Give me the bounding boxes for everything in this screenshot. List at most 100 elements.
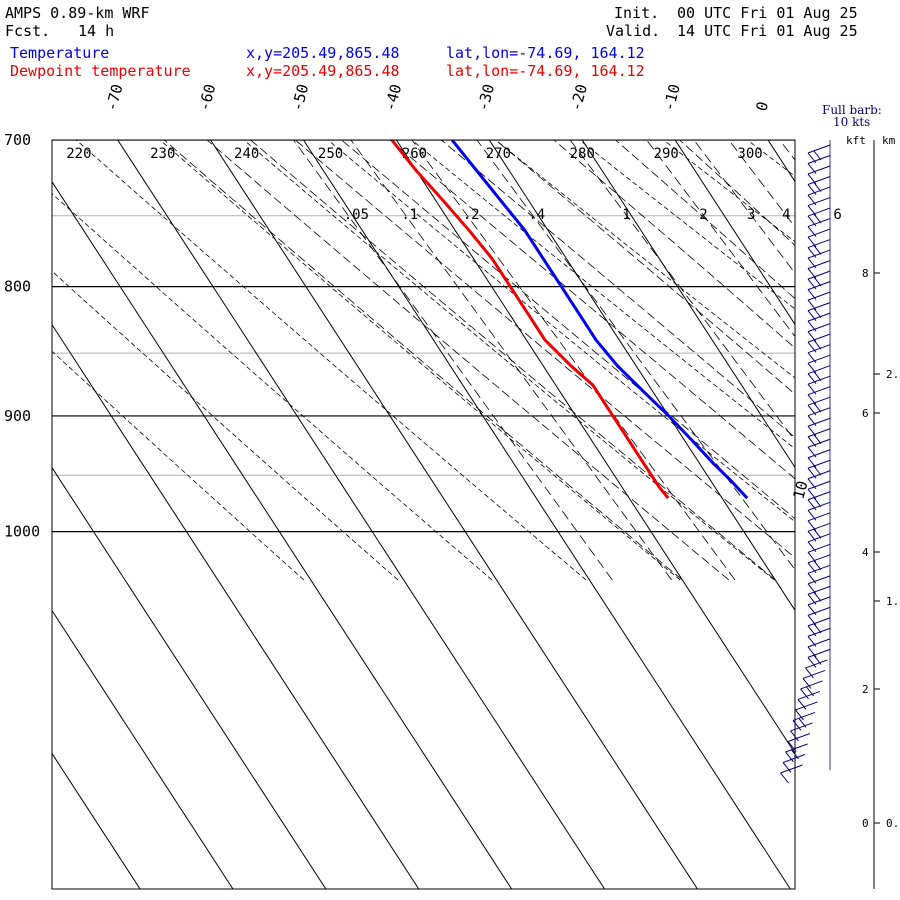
mixing-ratio-line (779, 140, 795, 161)
legend-temperature-latlon: lat,lon=-74.69, 164.12 (446, 44, 645, 62)
wind-barb (807, 197, 831, 216)
isotherm-line (395, 140, 795, 755)
barb-key-line2: 10 kts (833, 115, 870, 129)
wind-barb (780, 764, 803, 784)
wind-barb (807, 428, 831, 448)
mixing-ratio-line (728, 140, 795, 228)
wind-barb (790, 722, 813, 742)
mixing-ratio-line (293, 140, 613, 581)
height-label-kft: 2 (862, 683, 869, 696)
theta-label: 300 (737, 146, 762, 162)
dry-adiabat (159, 140, 681, 581)
wind-barb (807, 260, 831, 279)
wind-barb (807, 228, 831, 248)
dry-adiabat (52, 193, 493, 581)
mixing-ratio-line (476, 140, 795, 571)
wind-barb (807, 585, 831, 605)
wind-barb (795, 701, 818, 721)
mixing-ratio-line (646, 140, 795, 338)
moist-adiabat (206, 140, 730, 581)
dry-adiabat (821, 132, 900, 580)
mixing-ratio-label: .2 (463, 207, 480, 223)
wind-barb (785, 743, 808, 763)
mixing-ratio-label: 6 (833, 207, 841, 223)
wind-barb (807, 144, 831, 164)
mixing-ratio-line (693, 140, 795, 274)
moist-adiabat (340, 140, 795, 520)
legend-temperature-name: Temperature (10, 44, 110, 62)
isotherm-line (52, 180, 513, 889)
moist-adiabat (249, 140, 776, 581)
isotherm-line (52, 323, 420, 889)
wind-barb (807, 354, 831, 374)
dry-adiabat (579, 140, 795, 310)
temperature-tick-label: -60 (195, 82, 219, 113)
height-label-km: 1. (886, 595, 899, 608)
height-label-kft: 8 (862, 267, 869, 280)
isotherm-line (488, 140, 795, 612)
dry-adiabat (662, 140, 795, 243)
wind-barb (787, 733, 811, 752)
wind-barb (792, 711, 816, 731)
wind-barb (807, 386, 831, 406)
wind-barb (800, 680, 823, 700)
isotherm-line (303, 140, 791, 889)
mixing-ratio-line (350, 140, 672, 581)
wind-barb (807, 648, 831, 668)
mixing-ratio-label: 3 (747, 207, 755, 223)
mixing-ratio-label: .05 (344, 207, 369, 223)
wind-barb (807, 543, 831, 563)
legend-dewpoint-xy: x,y=205.49,865.48 (246, 62, 400, 80)
isotherm-line (210, 140, 698, 889)
mixing-ratio-label: .4 (528, 207, 545, 223)
temperature-tick-label: -40 (381, 82, 405, 113)
isotherm-line (767, 140, 795, 183)
pressure-tick-label: 700 (4, 131, 31, 149)
temperature-tick-label: -30 (474, 82, 498, 113)
temperature-tick-label: -10 (660, 82, 684, 113)
wind-barb (807, 449, 831, 469)
temperature-tick-label: 0 (752, 100, 772, 113)
init-label: Init. (614, 4, 660, 22)
dry-adiabat (411, 140, 795, 450)
height-label-km: 0. (886, 817, 899, 830)
legend-dewpoint-name: Dewpoint temperature (10, 62, 191, 80)
wind-barb (807, 512, 831, 532)
wind-barb (807, 302, 831, 321)
wind-barb (807, 323, 831, 342)
theta-label: 280 (570, 146, 595, 162)
moist-adiabat (495, 140, 795, 395)
theta-label: 260 (402, 146, 427, 162)
isotherm-line (861, 140, 900, 889)
temperature-tick-label: -70 (102, 82, 126, 113)
isotherm-line (674, 140, 795, 326)
legend-temperature-xy: x,y=205.49,865.48 (246, 44, 400, 62)
wind-barb (782, 754, 806, 773)
isotherm-line (52, 609, 234, 889)
moist-adiabat (679, 140, 795, 246)
isotherm-line (581, 140, 795, 469)
mixing-ratio-line (411, 140, 736, 581)
init-time: 00 UTC Fri 01 Aug 25 (677, 4, 858, 22)
wind-barb (797, 690, 821, 710)
mixing-ratio-label: 1 (622, 207, 630, 223)
dry-adiabat (243, 140, 775, 581)
wind-barb (807, 554, 831, 574)
valid-time: 14 UTC Fri 01 Aug 25 (677, 22, 858, 40)
theta-label: 270 (486, 146, 511, 162)
wind-barb (807, 575, 831, 595)
wind-barb (807, 333, 831, 353)
temperature-profile (450, 140, 749, 500)
mixing-ratio-label: 2 (699, 207, 707, 223)
dry-adiabat (327, 140, 795, 523)
barb-key-line1: Full barb: (822, 103, 882, 117)
wind-barb (807, 459, 831, 479)
temperature-tick-label: -20 (567, 82, 591, 113)
forecast-label: Fcst. (5, 22, 51, 40)
wind-barb (807, 522, 831, 542)
wind-barb (807, 606, 831, 626)
height-label-kft: 4 (862, 546, 869, 559)
model-title: AMPS 0.89-km WRF (5, 4, 150, 22)
plot-frame (51, 139, 796, 890)
